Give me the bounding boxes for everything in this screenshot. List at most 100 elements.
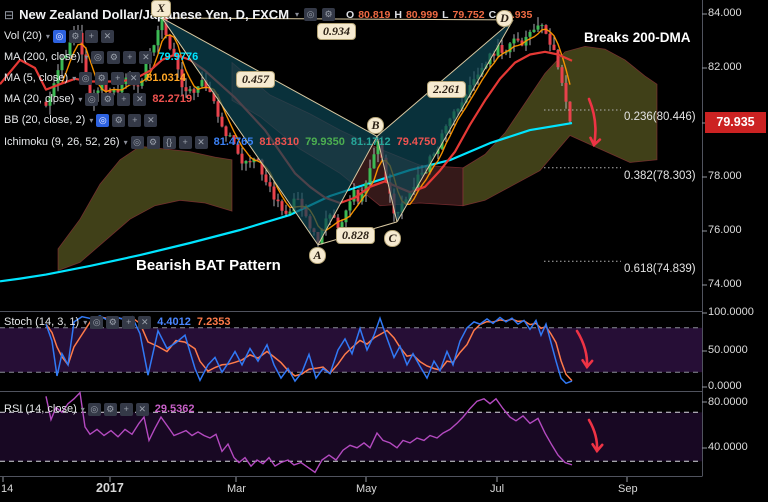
gear-icon[interactable]: ⚙ [95, 71, 109, 85]
legend-row-ma200[interactable]: MA (200, close) ▾ ◎ ⚙ + ✕ 79.9776 [4, 50, 198, 64]
ma20-label[interactable]: MA (20, close) [4, 93, 75, 105]
gear-icon[interactable]: ⚙ [322, 8, 336, 21]
price-axis-76[interactable]: 76.000 [708, 224, 742, 236]
plus-icon[interactable]: + [178, 135, 192, 149]
ichimoku-senkou-b-value: 81.1712 [350, 136, 391, 148]
chevron-down-icon[interactable]: ▾ [80, 404, 85, 414]
legend-row-stoch[interactable]: Stoch (14, 3, 1) ▾ ◎ ⚙ + ✕ 4.4012 7.2353 [4, 315, 231, 329]
eye-icon[interactable]: ◎ [96, 113, 110, 127]
eye-icon[interactable]: ◎ [79, 71, 93, 85]
high-value: 80.999 [405, 8, 439, 21]
eye-icon[interactable]: ◎ [304, 8, 318, 21]
fib-label-0236[interactable]: 0.236(80.446) [624, 111, 696, 123]
pattern-point-b[interactable]: B [367, 117, 384, 134]
chevron-down-icon[interactable]: ▾ [78, 94, 83, 104]
close-icon[interactable]: ✕ [194, 135, 208, 149]
close-icon[interactable]: ✕ [144, 113, 158, 127]
legend-row-volume[interactable]: Vol (20) ▾ ◎ ⚙ + ✕ [4, 29, 114, 43]
pattern-point-x[interactable]: X [151, 0, 172, 17]
pattern-ratio-bd[interactable]: 2.261 [427, 81, 466, 98]
fib-label-0618[interactable]: 0.618(74.839) [624, 263, 696, 275]
volume-label[interactable]: Vol (20) [4, 30, 42, 42]
price-axis-82[interactable]: 82.000 [708, 61, 742, 73]
price-axis-74[interactable]: 74.000 [708, 278, 742, 290]
plus-icon[interactable]: + [84, 29, 98, 43]
ichimoku-label[interactable]: Ichimoku (9, 26, 52, 26) [4, 136, 120, 148]
price-axis-84[interactable]: 84.000 [708, 7, 742, 19]
eye-icon[interactable]: ◎ [91, 50, 105, 64]
close-icon[interactable]: ✕ [133, 92, 147, 106]
time-axis-mar[interactable]: Mar [227, 483, 246, 495]
gear-icon[interactable]: ⚙ [107, 50, 121, 64]
ichimoku-senkou-a-value: 79.9350 [305, 136, 345, 148]
time-axis-sep[interactable]: Sep [618, 483, 638, 495]
chevron-down-icon[interactable]: ▾ [83, 317, 88, 327]
stoch-axis-50[interactable]: 50.0000 [708, 344, 748, 356]
bb-label[interactable]: BB (20, close, 2) [4, 114, 86, 126]
chevron-down-icon[interactable]: ▾ [45, 31, 50, 41]
rsi-label[interactable]: RSI (14, close) [4, 403, 77, 415]
ma200-label[interactable]: MA (200, close) [4, 51, 81, 63]
legend-row-ma20[interactable]: MA (20, close) ▾ ◎ ⚙ + ✕ 82.2719 [4, 92, 192, 106]
plus-icon[interactable]: + [128, 113, 142, 127]
pattern-point-c[interactable]: C [384, 230, 401, 247]
gear-icon[interactable]: ⚙ [68, 29, 82, 43]
legend-row-rsi[interactable]: RSI (14, close) ▾ ◎ ⚙ + ✕ 29.5362 [4, 402, 195, 416]
plus-icon[interactable]: + [122, 315, 136, 329]
close-icon[interactable]: ✕ [139, 50, 153, 64]
stoch-label[interactable]: Stoch (14, 3, 1) [4, 316, 80, 328]
rsi-axis-80[interactable]: 80.0000 [708, 396, 748, 408]
close-icon[interactable]: ✕ [127, 71, 141, 85]
plus-icon[interactable]: + [117, 92, 131, 106]
close-icon[interactable]: ✕ [135, 402, 149, 416]
chevron-down-icon[interactable]: ▾ [89, 115, 94, 125]
last-price-tag: 79.935 [705, 112, 766, 133]
pattern-point-a[interactable]: A [309, 247, 326, 264]
open-value: 80.819 [358, 8, 391, 21]
gear-icon[interactable]: ⚙ [112, 113, 126, 127]
gear-icon[interactable]: ⚙ [106, 315, 120, 329]
gear-icon[interactable]: ⚙ [103, 402, 117, 416]
high-label: H [394, 8, 402, 21]
chevron-down-icon[interactable]: ▾ [295, 10, 300, 19]
time-axis-14[interactable]: 14 [1, 483, 14, 495]
gear-icon[interactable]: ⚙ [146, 135, 160, 149]
pattern-point-d[interactable]: D [496, 10, 513, 27]
eye-icon[interactable]: ◎ [130, 135, 144, 149]
pattern-ratio-xb[interactable]: 0.457 [236, 71, 275, 88]
eye-icon[interactable]: ◎ [52, 29, 66, 43]
pattern-ratio-xd[interactable]: 0.934 [317, 23, 356, 40]
chevron-down-icon[interactable]: ▾ [72, 73, 77, 83]
legend-row-ichimoku[interactable]: Ichimoku (9, 26, 52, 26) ▾ ◎ ⚙ {} + ✕ 81… [4, 135, 436, 149]
chart-header: ⊟ New Zealand Dollar/Japanese Yen, D, FX… [4, 7, 532, 22]
legend-row-bb[interactable]: BB (20, close, 2) ▾ ◎ ⚙ + ✕ [4, 113, 158, 127]
collapse-icon[interactable]: ⊟ [4, 7, 15, 22]
pattern-ratio-ac[interactable]: 0.828 [336, 227, 375, 244]
breaks-200dma-annotation: Breaks 200-DMA [584, 30, 691, 45]
fib-label-0382[interactable]: 0.382(78.303) [624, 170, 696, 182]
time-axis-may[interactable]: May [356, 483, 377, 495]
stoch-axis-0[interactable]: 0.0000 [708, 380, 742, 392]
eye-icon[interactable]: ◎ [90, 315, 104, 329]
plus-icon[interactable]: + [123, 50, 137, 64]
plus-icon[interactable]: + [111, 71, 125, 85]
rsi-axis-40[interactable]: 40.0000 [708, 441, 748, 453]
price-axis-78[interactable]: 78.000 [708, 170, 742, 182]
time-axis-jul[interactable]: Jul [490, 483, 505, 495]
time-axis-2017[interactable]: 2017 [96, 481, 124, 495]
braces-icon[interactable]: {} [162, 135, 176, 149]
close-label: C [488, 8, 497, 21]
chevron-down-icon[interactable]: ▾ [123, 137, 128, 147]
eye-icon[interactable]: ◎ [85, 92, 99, 106]
gear-icon[interactable]: ⚙ [101, 92, 115, 106]
eye-icon[interactable]: ◎ [87, 402, 101, 416]
plus-icon[interactable]: + [119, 402, 133, 416]
close-icon[interactable]: ✕ [100, 29, 114, 43]
legend-row-ma5[interactable]: MA (5, close) ▾ ◎ ⚙ + ✕ 81.0314 [4, 71, 186, 85]
close-icon[interactable]: ✕ [138, 315, 152, 329]
stoch-axis-100[interactable]: 100.0000 [708, 306, 754, 318]
chevron-down-icon[interactable]: ▾ [84, 52, 89, 62]
low-value: 79.752 [452, 8, 485, 21]
ma5-label[interactable]: MA (5, close) [4, 72, 69, 84]
